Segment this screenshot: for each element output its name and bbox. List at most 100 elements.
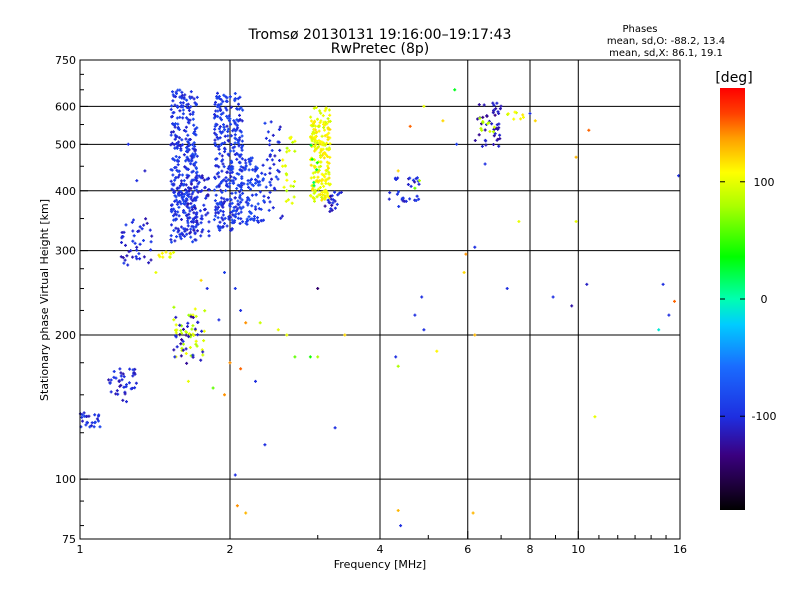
data-point	[513, 110, 517, 114]
data-point	[199, 217, 203, 221]
data-point	[206, 211, 210, 215]
data-point	[319, 111, 323, 115]
data-point	[126, 263, 130, 267]
data-point	[325, 169, 329, 172]
data-point	[250, 204, 254, 208]
data-point	[85, 414, 89, 418]
data-point	[185, 149, 188, 153]
data-point	[179, 144, 183, 148]
data-point	[92, 425, 96, 429]
data-point	[262, 194, 266, 198]
data-point	[169, 238, 173, 242]
data-point	[318, 142, 322, 146]
data-point	[189, 187, 193, 190]
data-point	[192, 141, 196, 145]
data-point	[215, 202, 219, 205]
data-point	[241, 220, 245, 224]
data-point	[330, 203, 334, 207]
data-point	[231, 167, 235, 171]
data-point	[326, 177, 330, 181]
data-point	[173, 239, 177, 243]
data-point	[194, 342, 198, 346]
data-point	[178, 115, 182, 119]
data-point	[140, 227, 144, 231]
data-point	[282, 185, 286, 189]
data-point	[289, 184, 293, 188]
data-point	[222, 202, 225, 206]
data-point	[225, 124, 229, 128]
data-point	[251, 168, 255, 172]
data-point	[198, 209, 202, 213]
data-point	[244, 161, 248, 165]
data-point	[174, 226, 178, 230]
data-point	[223, 128, 227, 132]
data-point	[312, 106, 316, 110]
data-point	[673, 299, 676, 303]
data-point	[319, 155, 323, 159]
data-point	[207, 234, 211, 238]
data-point	[422, 328, 426, 332]
data-point	[186, 224, 190, 228]
data-point	[318, 121, 322, 125]
data-point	[496, 127, 500, 131]
data-point	[325, 133, 329, 137]
data-point	[309, 163, 313, 167]
data-point	[240, 148, 244, 152]
data-point	[189, 227, 193, 231]
data-point	[231, 146, 235, 150]
data-point	[219, 112, 223, 116]
data-point	[178, 173, 181, 177]
data-point	[195, 176, 199, 180]
data-point	[585, 282, 589, 286]
data-point	[320, 198, 324, 202]
data-point	[216, 137, 220, 141]
data-point	[661, 282, 665, 286]
data-point	[218, 106, 222, 110]
data-point	[173, 125, 177, 129]
data-point	[125, 383, 128, 387]
data-point	[273, 188, 277, 192]
data-point	[194, 103, 198, 107]
data-point	[186, 144, 190, 148]
data-point	[173, 166, 177, 170]
data-point	[192, 123, 196, 127]
data-point	[328, 128, 332, 131]
data-point	[324, 178, 328, 182]
data-point	[192, 334, 196, 337]
data-point	[145, 221, 149, 225]
data-point	[93, 420, 97, 424]
data-point	[175, 345, 179, 349]
data-point	[174, 155, 178, 158]
data-point	[199, 176, 203, 180]
data-point	[172, 189, 176, 193]
data-point	[312, 121, 315, 125]
data-point	[218, 202, 222, 205]
data-point	[142, 223, 146, 227]
data-point	[199, 234, 203, 238]
data-point	[207, 220, 211, 224]
data-point	[236, 199, 240, 203]
data-point	[293, 149, 297, 153]
data-point	[226, 152, 230, 156]
data-point	[223, 271, 226, 274]
data-point	[271, 133, 275, 137]
data-point	[244, 164, 248, 168]
data-point	[232, 176, 236, 180]
data-point	[492, 125, 496, 129]
data-point	[196, 182, 200, 186]
data-point	[274, 175, 278, 179]
data-point	[238, 155, 242, 159]
data-point	[240, 175, 244, 179]
data-point	[172, 111, 176, 114]
data-point	[321, 147, 325, 151]
data-point	[239, 106, 243, 110]
data-point	[138, 257, 142, 261]
data-point	[176, 175, 180, 179]
y-tick-label: 200	[55, 329, 76, 342]
data-point	[241, 166, 245, 170]
data-point	[324, 107, 328, 111]
data-point	[285, 333, 289, 337]
data-point	[202, 329, 206, 333]
data-point	[178, 109, 182, 113]
data-point	[173, 103, 177, 107]
